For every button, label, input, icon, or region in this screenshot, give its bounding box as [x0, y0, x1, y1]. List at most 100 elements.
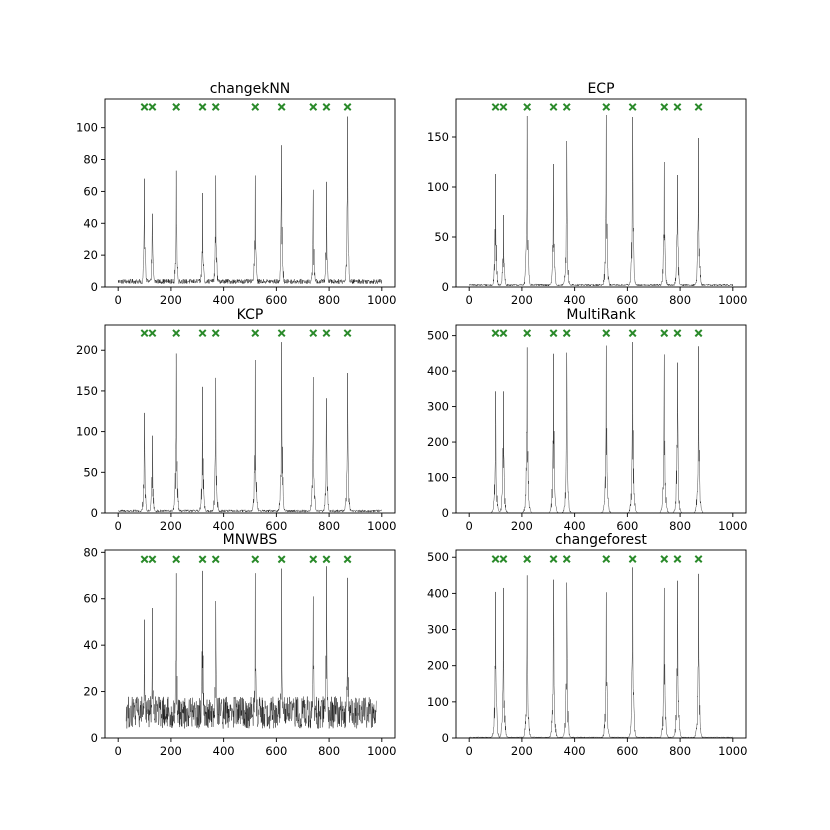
x-tick-label: 1000 [718, 519, 747, 533]
y-tick-label: 500 [427, 329, 449, 343]
y-tick-label: 20 [83, 685, 98, 699]
y-tick-label: 300 [427, 400, 449, 414]
y-tick-label: 400 [427, 586, 449, 600]
changepoint-marker [343, 329, 352, 338]
y-tick-label: 200 [427, 435, 449, 449]
changepoint-marker-stroke [523, 555, 532, 563]
changepoint-marker [694, 103, 703, 111]
x-tick-label: 400 [213, 744, 235, 758]
axes-frame [455, 324, 747, 514]
changepoint-marker [309, 329, 318, 338]
y-tick-label: 50 [434, 230, 449, 244]
axes-frame [104, 324, 396, 514]
changepoint-marker [343, 555, 352, 564]
changepoint-marker-stroke [211, 103, 220, 111]
changepoint-marker-stroke [322, 555, 331, 564]
changepoint-marker [172, 555, 181, 564]
changepoint-marker-stroke [198, 329, 207, 338]
changepoint-marker [140, 555, 149, 564]
changepoint-marker [140, 103, 149, 111]
changepoint-marker [628, 103, 637, 111]
changepoint-marker-stroke [148, 555, 157, 564]
changepoint-marker [211, 103, 220, 111]
changepoint-marker [499, 103, 508, 111]
changepoint-marker-stroke [251, 329, 260, 338]
changepoint-marker-stroke [277, 329, 286, 338]
changepoint-marker-stroke [172, 555, 181, 564]
x-tick-label: 800 [318, 293, 340, 307]
changepoint-marker [673, 103, 682, 111]
changepoint-marker [499, 329, 508, 338]
changepoint-marker [309, 103, 318, 111]
changepoint-marker [491, 103, 500, 111]
changepoint-marker [549, 103, 558, 111]
changepoint-marker-stroke [172, 103, 181, 111]
changepoint-marker-stroke [198, 555, 207, 564]
changepoint-marker-stroke [251, 555, 260, 564]
changepoint-marker [491, 555, 500, 563]
changepoint-marker-stroke [660, 103, 669, 111]
changepoint-marker-stroke [140, 555, 149, 564]
changepoint-marker-stroke [277, 555, 286, 564]
y-tick-label: 0 [442, 506, 449, 520]
series-line [118, 341, 382, 513]
changepoint-marker-stroke [660, 555, 669, 563]
changepoint-marker-stroke [322, 329, 331, 338]
x-tick-label: 600 [265, 293, 287, 307]
changepoint-marker [523, 329, 532, 338]
changepoint-marker [602, 555, 611, 563]
changepoint-marker [251, 329, 260, 338]
changepoint-marker [523, 103, 532, 111]
changepoint-marker [549, 555, 558, 563]
changepoint-marker-stroke [211, 329, 220, 338]
changepoint-marker [148, 103, 157, 111]
changepoint-marker-stroke [694, 103, 703, 111]
y-tick-label: 150 [76, 384, 98, 398]
panel-changekNN: changekNN 0 200 400 600 800 1000 0 20 40 60 80 100 [76, 81, 396, 307]
x-tick-label: 200 [511, 293, 533, 307]
y-tick-label: 0 [91, 506, 98, 520]
changepoint-marker-stroke [491, 329, 500, 338]
changepoint-marker-stroke [172, 329, 181, 338]
changepoint-marker [602, 103, 611, 111]
x-tick-label: 800 [669, 293, 691, 307]
x-tick-label: 600 [616, 744, 638, 758]
x-tick-label: 0 [115, 744, 122, 758]
changepoint-marker-stroke [549, 555, 558, 563]
changepoint-marker-stroke [562, 329, 571, 338]
changepoint-marker [562, 329, 571, 338]
changepoint-marker-stroke [499, 555, 508, 563]
changepoint-marker [251, 103, 260, 111]
panel-MNWBS: MNWBS 0 200 400 600 800 1000 0 20 40 60 80 [83, 532, 396, 758]
x-tick-label: 200 [160, 519, 182, 533]
y-tick-label: 100 [427, 180, 449, 194]
x-tick-label: 0 [115, 293, 122, 307]
changepoint-marker [140, 329, 149, 338]
changepoint-marker [343, 103, 352, 111]
x-tick-label: 0 [115, 519, 122, 533]
panel-title: KCP [237, 307, 264, 323]
y-tick-label: 200 [427, 659, 449, 673]
changepoint-marker [491, 329, 500, 338]
y-tick-label: 100 [76, 425, 98, 439]
changepoint-marker [523, 555, 532, 563]
changepoint-marker-stroke [140, 103, 149, 111]
changepoint-marker-stroke [562, 103, 571, 111]
x-tick-label: 0 [466, 744, 473, 758]
changepoint-marker-stroke [549, 103, 558, 111]
y-tick-label: 60 [83, 592, 98, 606]
y-tick-label: 0 [442, 731, 449, 745]
x-tick-label: 800 [669, 519, 691, 533]
series-line [118, 116, 382, 284]
y-tick-label: 200 [76, 343, 98, 357]
changepoint-marker [660, 329, 669, 338]
changepoint-marker [673, 555, 682, 563]
y-tick-label: 500 [427, 550, 449, 564]
x-tick-label: 200 [511, 744, 533, 758]
changepoint-marker [673, 329, 682, 338]
panel-changeforest: changeforest 0 200 400 600 800 1000 0 100 200 300 4… [427, 532, 747, 758]
changepoint-marker-stroke [673, 103, 682, 111]
changepoint-marker [694, 329, 703, 338]
changepoint-marker-stroke [673, 329, 682, 338]
y-tick-label: 100 [76, 121, 98, 135]
